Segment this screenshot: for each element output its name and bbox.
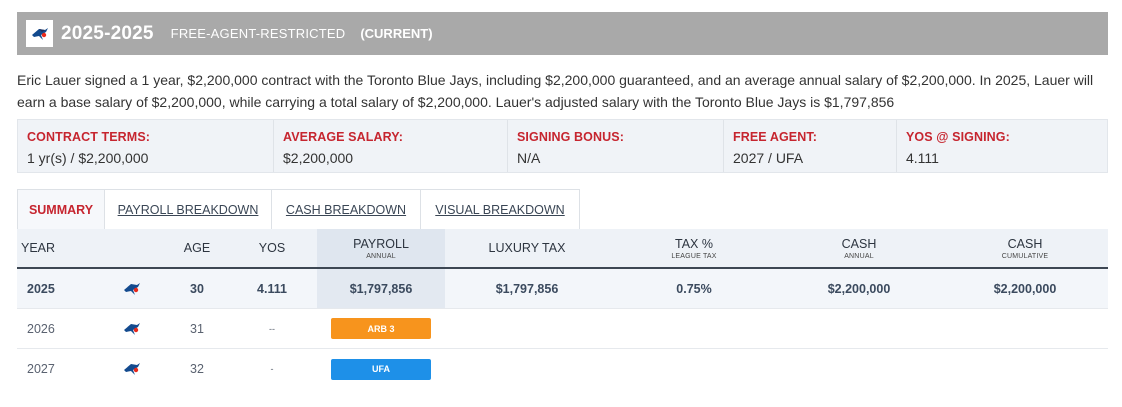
tab-cash-breakdown[interactable]: CASH BREAKDOWN <box>272 190 421 229</box>
term-value: N/A <box>517 150 541 166</box>
row-cash: $2,200,000 <box>827 281 891 296</box>
header-year-label: YEAR <box>21 241 56 255</box>
header-yos-label: YOS <box>258 241 286 255</box>
term-value: 2027 / UFA <box>733 150 804 166</box>
header-age-label: AGE <box>183 241 211 255</box>
term-free-agent: FREE AGENT: 2027 / UFA <box>724 120 897 172</box>
header-year[interactable]: YEAR <box>21 229 55 267</box>
header-cash-cumulative[interactable]: CASH CUMULATIVE <box>955 229 1095 267</box>
team-logo <box>117 349 147 389</box>
header-payroll-sub: ANNUAL <box>366 252 396 260</box>
term-value: 1 yr(s) / $2,200,000 <box>27 150 149 166</box>
row-payroll: ARB 3 <box>317 309 445 348</box>
row-age: 32 <box>190 362 204 376</box>
header-cash[interactable]: CASH ANNUAL <box>789 229 929 267</box>
term-yos-at-signing: YOS @ SIGNING: 4.111 <box>897 120 1107 172</box>
blue-jays-logo-icon <box>124 363 140 375</box>
contract-terms-panel: CONTRACT TERMS: 1 yr(s) / $2,200,000 AVE… <box>17 119 1108 173</box>
header-tax-pct[interactable]: TAX % LEAGUE TAX <box>629 229 759 267</box>
team-logo <box>117 309 147 348</box>
header-luxury-tax-label: LUXURY TAX <box>488 241 566 255</box>
term-label: SIGNING BONUS: <box>517 130 624 144</box>
current-label: (CURRENT) <box>360 26 433 41</box>
row-luxury-tax: $1,797,856 <box>495 281 559 296</box>
row-yos: 4.111 <box>257 281 287 296</box>
blue-jays-logo-icon <box>31 27 48 40</box>
tab-summary[interactable]: SUMMARY <box>18 190 105 229</box>
header-cash-cumulative-sub: CUMULATIVE <box>1001 252 1049 260</box>
row-yos: -- <box>269 323 275 334</box>
contract-description: Eric Lauer signed a 1 year, $2,200,000 c… <box>17 72 1094 110</box>
row-payroll: UFA <box>317 349 445 389</box>
row-age: 30 <box>190 281 204 296</box>
payroll-column-highlight <box>317 229 445 267</box>
header-tax-pct-label: TAX % <box>675 236 713 251</box>
term-contract-terms: CONTRACT TERMS: 1 yr(s) / $2,200,000 <box>18 120 274 172</box>
row-year: 2026 <box>27 321 55 336</box>
header-cash-cumulative-label: CASH <box>1007 236 1043 251</box>
table-row: 2027 32 - UFA <box>17 349 1108 389</box>
table-row: 2026 31 -- ARB 3 <box>17 309 1108 349</box>
blue-jays-logo-icon <box>124 322 140 335</box>
team-logo <box>117 269 147 308</box>
term-signing-bonus: SIGNING BONUS: N/A <box>508 120 724 172</box>
header-tax-pct-sub: LEAGUE TAX <box>671 252 717 260</box>
tab-visual-breakdown[interactable]: VISUAL BREAKDOWN <box>435 202 565 217</box>
row-tax-pct: 0.75% <box>676 281 712 296</box>
term-value: 4.111 <box>906 150 939 166</box>
row-cash-cumulative: $2,200,000 <box>993 281 1057 296</box>
term-label: YOS @ SIGNING: <box>906 130 1010 144</box>
header-cash-sub: ANNUAL <box>844 252 874 260</box>
ufa-status-badge: UFA <box>331 358 431 380</box>
contract-year-range: 2025-2025 <box>61 22 154 44</box>
tab-payroll-breakdown[interactable]: PAYROLL BREAKDOWN <box>105 190 272 229</box>
row-year: 2025 <box>27 281 55 296</box>
term-label: FREE AGENT: <box>733 130 817 144</box>
row-age: 31 <box>190 321 204 336</box>
table-row: 2025 30 4.111 $1,797,856 $1,797,856 0.75… <box>17 269 1108 309</box>
team-logo <box>26 20 53 47</box>
header-payroll-label: PAYROLL <box>353 236 409 251</box>
header-payroll[interactable]: PAYROLL ANNUAL <box>317 229 445 267</box>
contract-summary-table: YEAR AGE YOS PAYROLL ANNUAL LUXURY TAX T… <box>17 229 1108 389</box>
term-average-salary: AVERAGE SALARY: $2,200,000 <box>274 120 508 172</box>
row-payroll: $1,797,856 <box>349 281 413 296</box>
blue-jays-logo-icon <box>124 282 140 295</box>
header-age[interactable]: AGE <box>167 229 227 267</box>
contract-header: 2025-2025 FREE-AGENT-RESTRICTED (CURRENT… <box>17 12 1108 55</box>
header-luxury-tax[interactable]: LUXURY TAX <box>457 229 597 267</box>
term-value: $2,200,000 <box>283 150 354 166</box>
breakdown-tabs: SUMMARY PAYROLL BREAKDOWN CASH BREAKDOWN… <box>17 189 580 229</box>
contract-status: FREE-AGENT-RESTRICTED <box>170 26 346 41</box>
row-year: 2027 <box>27 362 55 376</box>
payroll-column-highlight <box>317 269 445 308</box>
term-label: AVERAGE SALARY: <box>283 130 404 144</box>
row-yos: - <box>270 364 274 374</box>
arb-status-badge: ARB 3 <box>331 318 431 339</box>
header-yos[interactable]: YOS <box>242 229 302 267</box>
table-header-row: YEAR AGE YOS PAYROLL ANNUAL LUXURY TAX T… <box>17 229 1108 269</box>
header-cash-label: CASH <box>841 236 877 251</box>
term-label: CONTRACT TERMS: <box>27 130 151 144</box>
